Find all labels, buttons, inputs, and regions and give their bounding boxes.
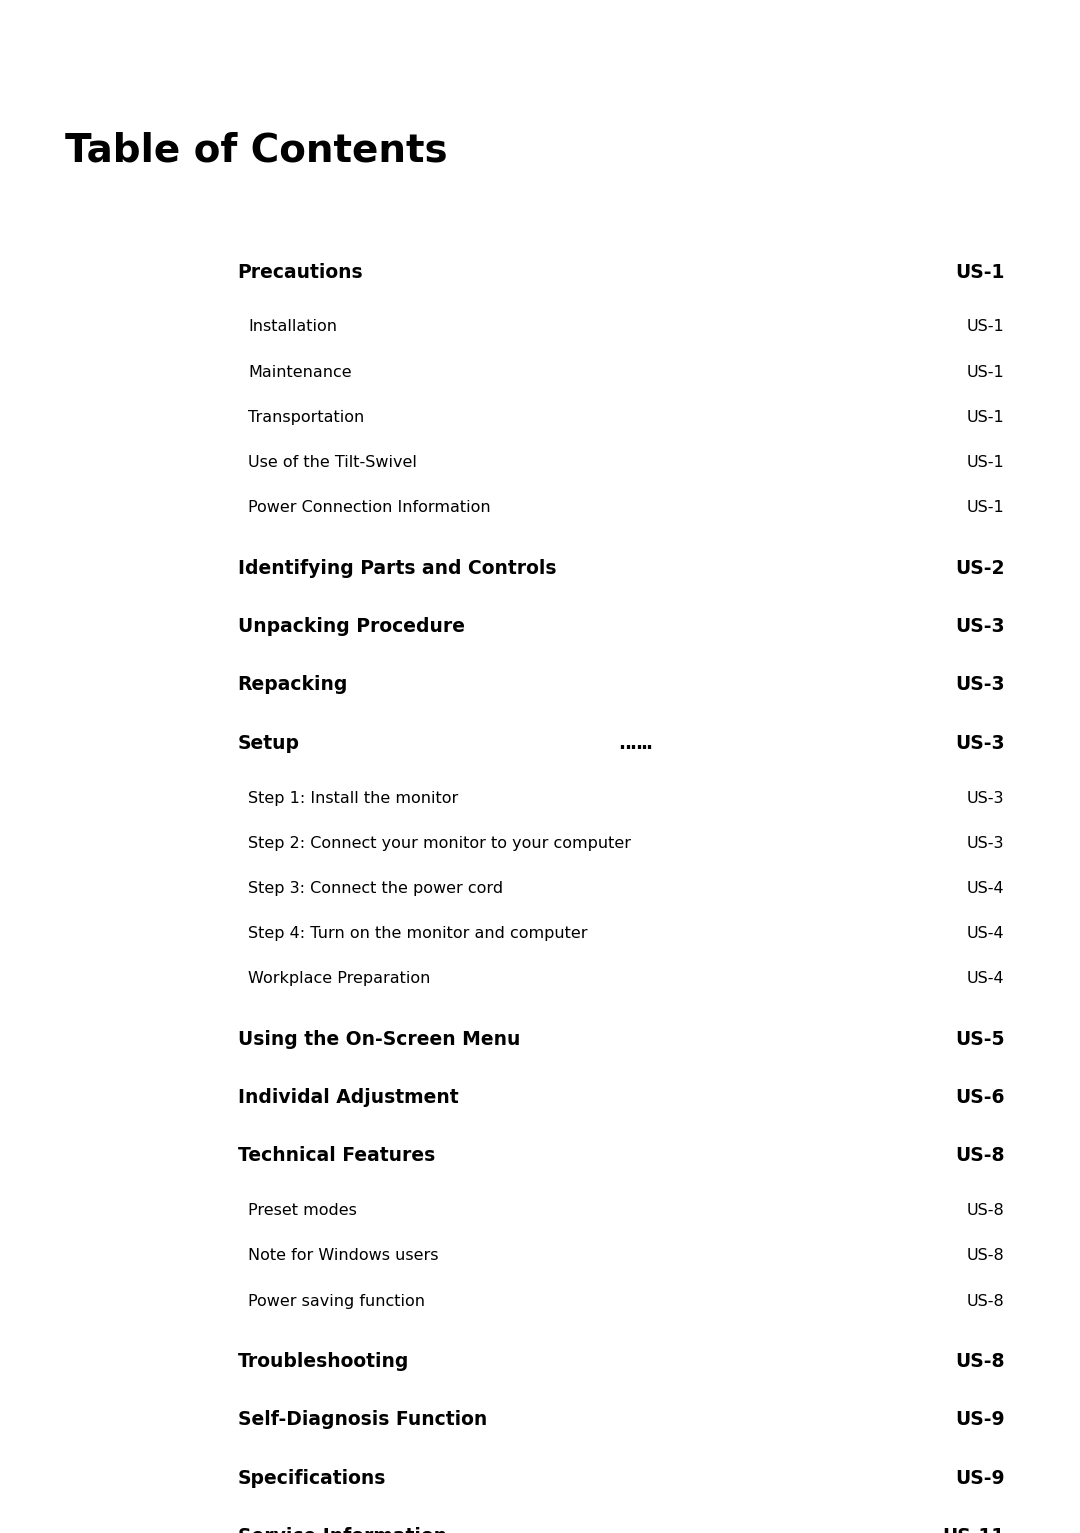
Text: Installation: Installation (248, 319, 337, 334)
Text: Unpacking Procedure: Unpacking Procedure (238, 616, 464, 636)
Text: Using the On-Screen Menu: Using the On-Screen Menu (238, 1030, 519, 1049)
Text: Transportation: Transportation (248, 409, 365, 425)
Text: US-4: US-4 (967, 881, 1004, 895)
Text: Step 3: Connect the power cord: Step 3: Connect the power cord (248, 881, 503, 895)
Text: Power saving function: Power saving function (248, 1294, 426, 1309)
Text: US-3: US-3 (955, 676, 1004, 694)
Text: US-8: US-8 (967, 1294, 1004, 1309)
Text: Service Information: Service Information (238, 1527, 447, 1533)
Text: US-1: US-1 (955, 262, 1004, 282)
Text: Specifications: Specifications (238, 1469, 386, 1487)
Text: US-1: US-1 (967, 409, 1004, 425)
Text: .: . (646, 734, 652, 753)
Text: US-3: US-3 (955, 616, 1004, 636)
Text: US-1: US-1 (967, 319, 1004, 334)
Text: US-1: US-1 (967, 500, 1004, 515)
Text: US-3: US-3 (955, 734, 1004, 753)
Text: Note for Windows users: Note for Windows users (248, 1248, 438, 1263)
Text: Technical Features: Technical Features (238, 1147, 435, 1165)
Text: Precautions: Precautions (238, 262, 363, 282)
Text: Individal Adjustment: Individal Adjustment (238, 1088, 458, 1107)
Text: Self-Diagnosis Function: Self-Diagnosis Function (238, 1410, 487, 1429)
Text: US-8: US-8 (955, 1147, 1004, 1165)
Text: .: . (640, 734, 647, 753)
Text: US-5: US-5 (955, 1030, 1004, 1049)
Text: Use of the Tilt-Swivel: Use of the Tilt-Swivel (248, 455, 417, 471)
Text: Power Connection Information: Power Connection Information (248, 500, 491, 515)
Text: US-8: US-8 (967, 1248, 1004, 1263)
Text: US-4: US-4 (967, 926, 1004, 941)
Text: Step 2: Connect your monitor to your computer: Step 2: Connect your monitor to your com… (248, 835, 632, 851)
Text: .: . (619, 734, 625, 753)
Text: Step 1: Install the monitor: Step 1: Install the monitor (248, 791, 459, 805)
Text: .: . (624, 734, 631, 753)
Text: .: . (630, 734, 636, 753)
Text: Workplace Preparation: Workplace Preparation (248, 972, 431, 986)
Text: Troubleshooting: Troubleshooting (238, 1352, 409, 1371)
Text: US-1: US-1 (967, 455, 1004, 471)
Text: US-9: US-9 (955, 1410, 1004, 1429)
Text: Setup: Setup (238, 734, 299, 753)
Text: US-3: US-3 (967, 835, 1004, 851)
Text: US-4: US-4 (967, 972, 1004, 986)
Text: Preset modes: Preset modes (248, 1203, 357, 1219)
Text: US-9: US-9 (955, 1469, 1004, 1487)
Text: Table of Contents: Table of Contents (65, 132, 447, 169)
Text: Maintenance: Maintenance (248, 365, 352, 380)
Text: US-8: US-8 (967, 1203, 1004, 1219)
Text: US-8: US-8 (955, 1352, 1004, 1371)
Text: US-3: US-3 (967, 791, 1004, 805)
Text: Identifying Parts and Controls: Identifying Parts and Controls (238, 558, 556, 578)
Text: US-2: US-2 (955, 558, 1004, 578)
Text: US-11: US-11 (942, 1527, 1004, 1533)
Text: US-6: US-6 (955, 1088, 1004, 1107)
Text: Repacking: Repacking (238, 676, 348, 694)
Text: .: . (635, 734, 642, 753)
Text: Step 4: Turn on the monitor and computer: Step 4: Turn on the monitor and computer (248, 926, 588, 941)
Text: US-1: US-1 (967, 365, 1004, 380)
